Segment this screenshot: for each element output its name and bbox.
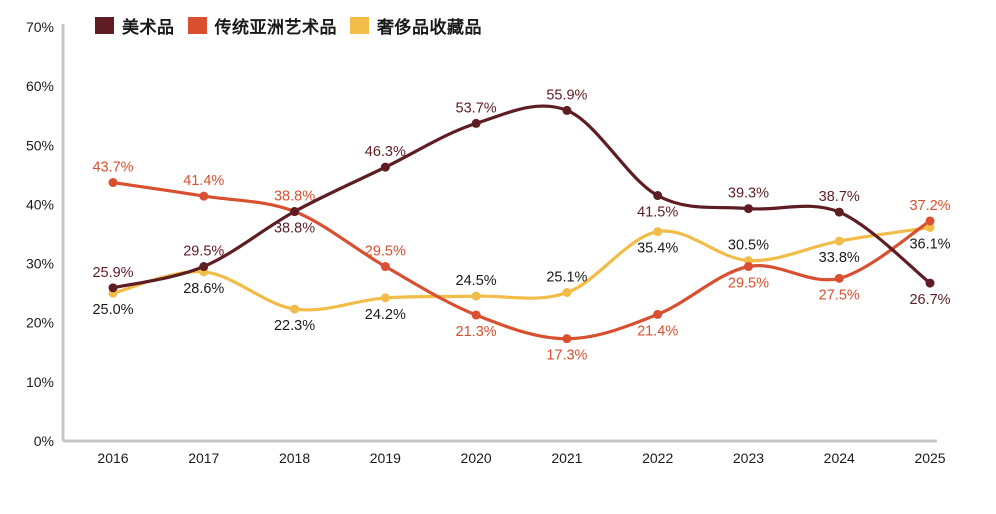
data-label-traditional-asian-art: 29.5% [365, 244, 406, 260]
data-label-luxury-collectibles: 22.3% [274, 318, 315, 334]
x-tick-label: 2020 [461, 450, 492, 466]
data-label-fine-art: 38.7% [819, 189, 860, 205]
data-label-traditional-asian-art: 27.5% [819, 287, 860, 303]
data-point-fine-art [290, 207, 300, 217]
data-point-traditional-asian-art [199, 191, 209, 201]
data-point-luxury-collectibles [380, 293, 390, 303]
legend-item-traditional-asian-art: 传统亚洲艺术品 [187, 13, 338, 38]
data-point-fine-art [562, 105, 572, 115]
series-line-traditional-asian-art [111, 180, 932, 341]
data-point-fine-art [199, 262, 209, 272]
data-point-traditional-asian-art [471, 310, 481, 320]
data-point-traditional-asian-art [108, 178, 118, 188]
legend-swatch-luxury-collectibles [350, 17, 369, 34]
data-point-luxury-collectibles [290, 304, 300, 314]
data-point-fine-art [834, 207, 844, 217]
data-label-luxury-collectibles: 24.5% [456, 273, 497, 289]
data-label-traditional-asian-art: 41.4% [183, 173, 224, 189]
data-point-fine-art [653, 191, 663, 201]
data-label-luxury-collectibles: 35.4% [637, 241, 678, 257]
x-tick-label: 2017 [188, 450, 219, 466]
data-label-traditional-asian-art: 29.5% [728, 276, 769, 292]
data-point-fine-art [743, 204, 753, 214]
data-label-luxury-collectibles: 24.2% [365, 307, 406, 323]
x-tick-label: 2025 [914, 450, 945, 466]
y-tick-label: 50% [26, 137, 54, 153]
data-point-traditional-asian-art [653, 309, 663, 319]
x-tick-label: 2024 [824, 450, 855, 466]
data-label-traditional-asian-art: 21.3% [456, 324, 497, 340]
data-point-luxury-collectibles [562, 288, 572, 298]
data-label-fine-art: 53.7% [456, 100, 497, 116]
legend-label: 传统亚洲艺术品 [214, 18, 337, 37]
data-label-fine-art: 41.5% [637, 205, 678, 221]
legend-swatch-traditional-asian-art [187, 17, 207, 34]
y-tick-label: 60% [26, 78, 54, 94]
data-label-fine-art: 29.5% [183, 244, 224, 260]
legend: 美术品 传统亚洲艺术品 奢侈品收藏品 [95, 13, 482, 38]
data-label-fine-art: 55.9% [546, 87, 587, 103]
y-tick-label: 20% [26, 315, 54, 331]
data-point-fine-art [471, 118, 481, 128]
legend-swatch-fine-art [95, 17, 114, 34]
data-point-fine-art [380, 162, 390, 172]
data-label-fine-art: 46.3% [365, 144, 406, 160]
data-label-traditional-asian-art: 43.7% [92, 160, 133, 176]
y-tick-label: 30% [26, 256, 54, 272]
data-label-traditional-asian-art: 37.2% [909, 198, 950, 214]
data-point-fine-art [108, 283, 118, 293]
data-point-traditional-asian-art [925, 216, 935, 226]
legend-item-luxury-collectibles: 奢侈品收藏品 [350, 13, 482, 38]
data-label-fine-art: 26.7% [909, 292, 950, 308]
data-point-luxury-collectibles [834, 236, 844, 246]
data-label-luxury-collectibles: 25.1% [546, 270, 587, 286]
y-tick-label: 0% [34, 433, 54, 449]
data-label-traditional-asian-art: 38.8% [274, 189, 315, 205]
data-point-traditional-asian-art [743, 262, 753, 272]
data-label-luxury-collectibles: 36.1% [909, 236, 950, 252]
data-point-traditional-asian-art [380, 262, 390, 272]
y-tick-label: 40% [26, 196, 54, 212]
data-point-luxury-collectibles [925, 222, 935, 232]
data-label-luxury-collectibles: 33.8% [819, 250, 860, 266]
x-tick-label: 2021 [551, 450, 582, 466]
x-tick-label: 2016 [97, 450, 128, 466]
legend-item-fine-art: 美术品 [95, 13, 175, 38]
legend-label: 美术品 [122, 18, 175, 37]
data-label-luxury-collectibles: 30.5% [728, 238, 769, 254]
data-label-fine-art: 39.3% [728, 186, 769, 202]
series-line-fine-art [111, 104, 932, 290]
data-label-luxury-collectibles: 28.6% [183, 281, 224, 297]
data-point-luxury-collectibles [471, 291, 481, 301]
data-label-traditional-asian-art: 21.4% [637, 323, 678, 339]
data-point-fine-art [925, 278, 935, 288]
data-point-traditional-asian-art [834, 273, 844, 283]
data-label-luxury-collectibles: 25.0% [92, 302, 133, 318]
y-tick-label: 10% [26, 374, 54, 390]
x-tick-label: 2022 [642, 450, 673, 466]
y-tick-label: 70% [26, 19, 54, 35]
series-line-luxury-collectibles [111, 225, 932, 312]
data-point-luxury-collectibles [653, 227, 663, 237]
legend-label: 奢侈品收藏品 [377, 18, 482, 37]
x-tick-label: 2018 [279, 450, 310, 466]
data-label-fine-art: 38.8% [274, 221, 315, 237]
x-tick-label: 2023 [733, 450, 764, 466]
data-label-traditional-asian-art: 17.3% [546, 348, 587, 364]
data-label-fine-art: 25.9% [92, 265, 133, 281]
x-tick-label: 2019 [370, 450, 401, 466]
data-point-traditional-asian-art [562, 334, 572, 344]
